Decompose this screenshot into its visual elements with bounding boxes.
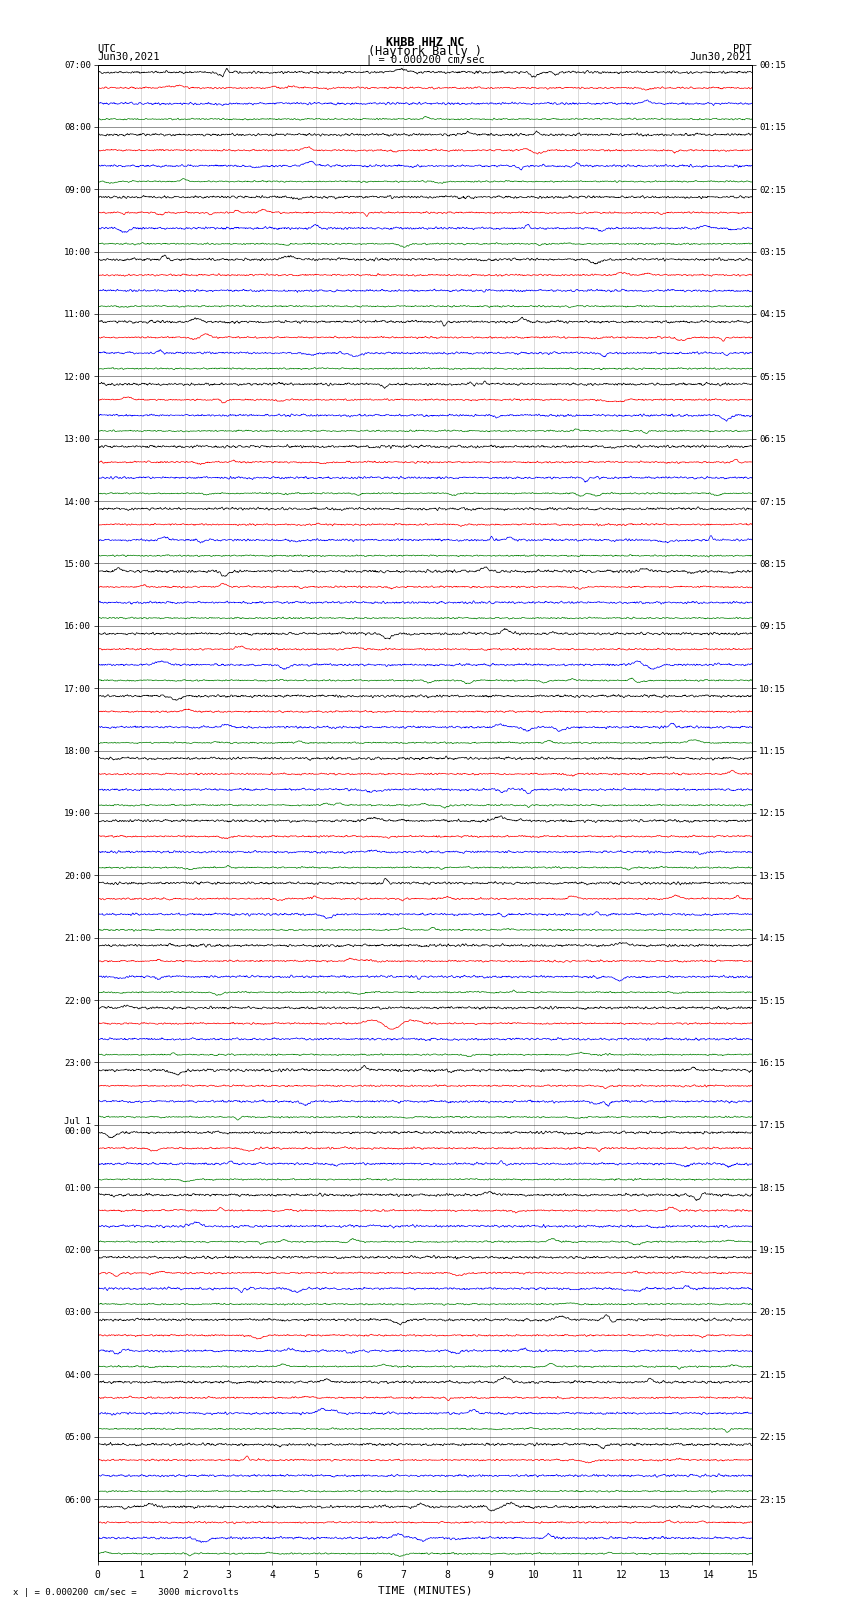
X-axis label: TIME (MINUTES): TIME (MINUTES)	[377, 1586, 473, 1595]
Text: | = 0.000200 cm/sec: | = 0.000200 cm/sec	[366, 53, 484, 65]
Text: UTC: UTC	[98, 44, 116, 53]
Text: (Hayfork Bally ): (Hayfork Bally )	[368, 45, 482, 58]
Text: x | = 0.000200 cm/sec =    3000 microvolts: x | = 0.000200 cm/sec = 3000 microvolts	[13, 1587, 239, 1597]
Text: PDT: PDT	[734, 44, 752, 53]
Text: Jun30,2021: Jun30,2021	[689, 52, 752, 63]
Text: KHBB HHZ NC: KHBB HHZ NC	[386, 37, 464, 50]
Text: Jun30,2021: Jun30,2021	[98, 52, 161, 63]
